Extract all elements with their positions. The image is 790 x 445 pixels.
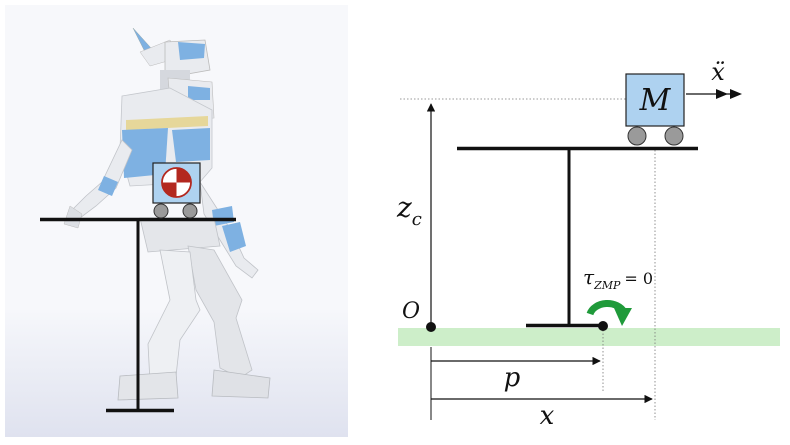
center-of-mass-icon: [161, 167, 192, 198]
origin-point: [426, 322, 436, 332]
cart-body: [625, 73, 685, 127]
robot-cart-table-overlay: [40, 162, 236, 413]
cart-position-label: x: [540, 401, 555, 431]
mass-label: M: [639, 83, 672, 118]
zmp-point: [598, 321, 608, 331]
cart-wheel-left: [627, 126, 647, 146]
zmp-distance-label: p: [504, 363, 521, 393]
zmp-torque-icon: [586, 299, 632, 326]
robot-cart-wheel-right: [182, 203, 198, 219]
robot-photo: [5, 5, 348, 437]
cart-table-diagram: M ẍ zc O τZMP = 0 p x: [396, 58, 780, 431]
torque-label: τZMP = 0: [583, 265, 653, 292]
origin-label: O: [402, 299, 420, 324]
acceleration-arrowhead-inner: [716, 89, 728, 99]
cart-wheel-right: [664, 126, 684, 146]
acceleration-label: ẍ: [711, 58, 725, 86]
height-label: zc: [396, 191, 422, 230]
acceleration-arrowhead-outer: [730, 89, 742, 99]
robot-cart-wheel-left: [153, 203, 169, 219]
ground-strip: [398, 328, 780, 346]
